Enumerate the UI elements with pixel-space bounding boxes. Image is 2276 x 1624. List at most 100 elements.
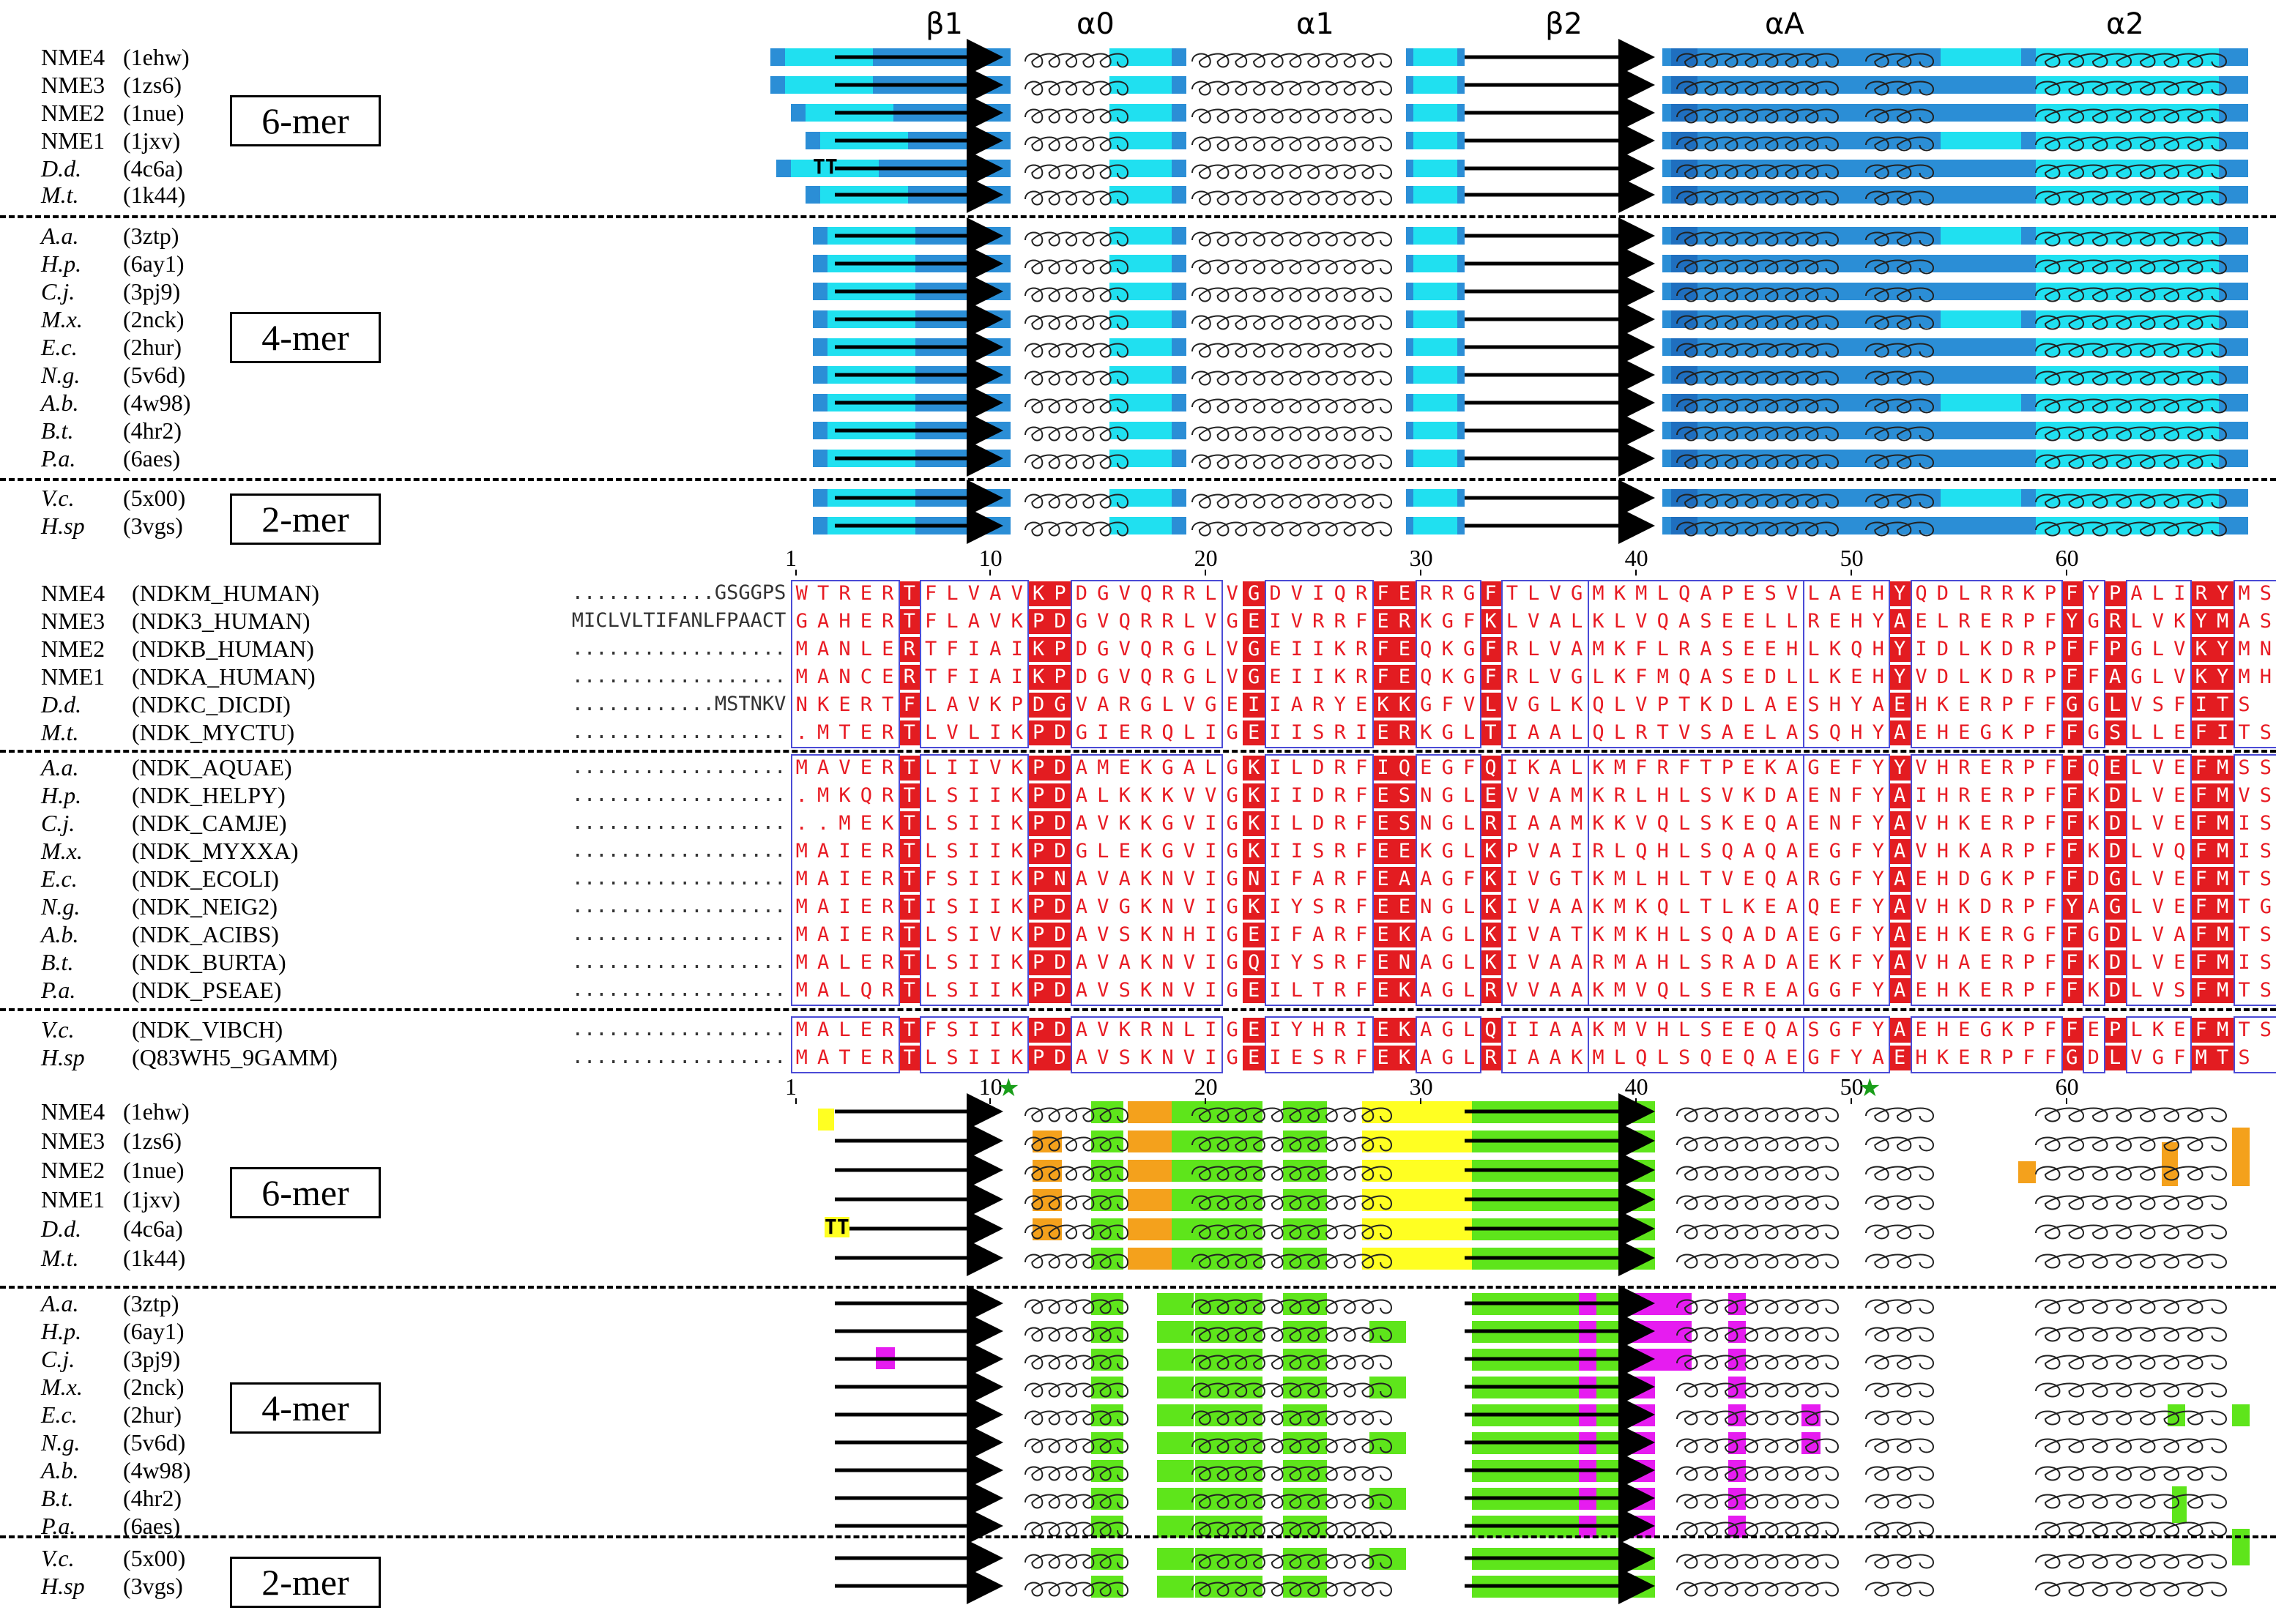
residue: T <box>817 582 830 605</box>
residue: L <box>1785 610 1799 633</box>
residue: E <box>860 756 873 779</box>
residue: M <box>1613 756 1626 779</box>
ss-bar-seg <box>1662 104 1668 122</box>
residue: Y <box>2061 895 2083 920</box>
ss-bar-cyan <box>1109 422 1128 439</box>
residue: P <box>1027 895 1049 920</box>
residue: M <box>2212 978 2234 1003</box>
contact-green <box>1172 1248 1195 1270</box>
residue: L <box>2104 693 2126 718</box>
residue: D <box>2001 666 2014 688</box>
sequence-prefix: .................. <box>571 783 786 806</box>
ss-bar-seg <box>1662 450 1668 467</box>
ss-bar-gap <box>1011 517 1120 534</box>
residue: K <box>1764 756 1777 779</box>
residue: A <box>1528 721 1540 744</box>
residue: A <box>1889 783 1911 808</box>
residue: R <box>1183 582 1196 605</box>
helix-glyph <box>1865 1521 1935 1537</box>
helix-glyph <box>1676 398 1840 414</box>
residue: P <box>1656 693 1669 716</box>
ruler-tick-label: 30 <box>1409 1073 1433 1100</box>
row-name: B.t. <box>41 417 74 444</box>
residue: Q <box>1851 638 1863 660</box>
residue: P <box>1027 923 1049 947</box>
helix-glyph <box>2035 190 2228 206</box>
contact-green <box>1283 1377 1327 1398</box>
conservation-block <box>1910 754 2063 1006</box>
residue: F <box>2044 610 2057 633</box>
row-code: (4c6a) <box>123 1215 183 1242</box>
helix-glyph <box>1191 1299 1393 1314</box>
residue: E <box>1807 840 1820 863</box>
ss-bar-seg <box>1845 227 1875 245</box>
helix-glyph <box>1191 1224 1393 1240</box>
residue: E <box>1243 978 1265 1003</box>
ss-bar-cyan <box>2036 186 2219 204</box>
residue: I <box>2173 582 2186 605</box>
residue: G <box>1049 693 1071 718</box>
residue: V <box>2152 610 2165 633</box>
helix-glyph <box>1024 1582 1129 1597</box>
contact-green <box>1195 1576 1262 1598</box>
conservation-block <box>1415 754 1481 1006</box>
residue: K <box>1027 581 1049 606</box>
conservation-block <box>1802 754 1891 1006</box>
row-name: NME3 <box>41 1128 105 1154</box>
residue: A <box>1700 638 1712 660</box>
residue: R <box>1334 756 1346 779</box>
align-row-name: NME2 <box>41 636 105 662</box>
contact-green <box>1283 1404 1327 1426</box>
sequence-prefix: .................. <box>571 1018 786 1040</box>
residue: D <box>1049 609 1071 634</box>
contact-green <box>1369 1488 1406 1510</box>
residue: R <box>2001 840 2014 863</box>
contact-green <box>1283 1548 1327 1570</box>
residue: K <box>1936 693 1949 716</box>
contact-green <box>1157 1460 1194 1482</box>
conservation-block <box>2125 1016 2192 1073</box>
residue: I <box>1506 756 1519 779</box>
row-name: A.b. <box>41 1457 79 1483</box>
ss-bar-seg <box>1941 283 2021 300</box>
residue: E <box>1372 950 1394 975</box>
helix-glyph <box>1024 493 1129 509</box>
residue: I <box>1205 812 1217 835</box>
helix-glyph <box>2035 343 2228 358</box>
residue: N <box>1243 867 1265 892</box>
helix-glyph <box>1024 1382 1129 1398</box>
contact-green <box>1195 1189 1262 1211</box>
residue: G <box>1243 637 1265 662</box>
helix-glyph <box>2035 1410 2228 1426</box>
residue: S <box>2259 582 2272 605</box>
residue: R <box>1355 582 1368 605</box>
residue: K <box>1118 812 1131 835</box>
residue: I <box>1269 868 1282 890</box>
residue: I <box>1205 868 1217 890</box>
residue: R <box>1979 582 1992 605</box>
residue: L <box>1958 638 1971 660</box>
helix-glyph <box>1024 1554 1129 1569</box>
align-row-name: V.c. <box>41 1016 75 1043</box>
residue: V <box>2152 840 2165 863</box>
residue: F <box>1290 868 1304 890</box>
sequence-prefix: .................. <box>571 811 786 834</box>
residue: D <box>1049 923 1071 947</box>
residue: E <box>838 693 851 716</box>
contact-green <box>1369 1432 1406 1454</box>
residue: L <box>2130 721 2143 744</box>
helix-glyph <box>2035 1299 2228 1314</box>
residue: Q <box>1420 638 1432 660</box>
residue: P <box>2044 582 2057 605</box>
residue: K <box>1613 812 1626 835</box>
residue: T <box>899 1046 921 1070</box>
residue: I <box>1269 812 1282 835</box>
contact-green <box>1283 1349 1327 1371</box>
residue: A <box>1785 784 1799 807</box>
row-code: (3pj9) <box>123 1346 181 1372</box>
divider-bottom-6-4 <box>0 1286 2276 1289</box>
residue: I <box>946 756 959 779</box>
helix-glyph <box>1865 1582 1935 1597</box>
residue: E <box>1372 811 1394 836</box>
ruler-tick-label: 60 <box>2055 1073 2079 1100</box>
